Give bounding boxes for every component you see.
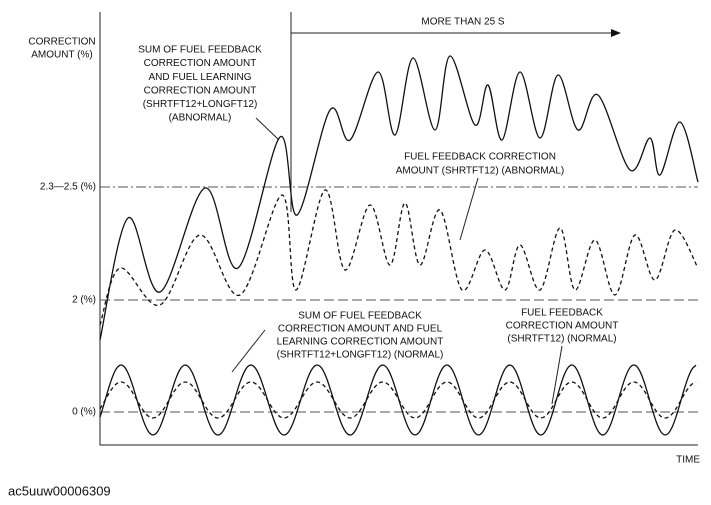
callout-text: (SHRTFT12) (NORMAL) (507, 334, 616, 345)
leader-line (255, 117, 280, 141)
callouts: SUM OF FUEL FEEDBACK CORRECTION AMOUNT AND… (138, 45, 618, 361)
callout-text: CORRECTION AMOUNT (506, 321, 619, 332)
callout-text: (ABNORMAL) (169, 113, 232, 124)
normal-feedback-curve (99, 381, 697, 419)
level-label: 2 (%) (72, 295, 96, 306)
callout-text: SUM OF FUEL FEEDBACK (138, 45, 262, 56)
level-label: 2.3—2.5 (%) (40, 182, 96, 193)
callout-text: AMOUNT (SHRTFT12) (ABNORMAL) (396, 166, 565, 177)
callout-text: SUM OF FUEL FEEDBACK (298, 311, 422, 322)
y-axis-label: CORRECTION (28, 37, 95, 48)
x-axis-label: TIME (676, 455, 700, 466)
y-axis-label: AMOUNT (%) (31, 50, 92, 61)
figure-id: ac5uuw00006309 (8, 483, 111, 498)
axes (99, 12, 698, 446)
leader-line (459, 177, 479, 241)
callout-text: (SHRTFT12+LONGFT12) (NORMAL) (277, 350, 444, 361)
leader-line (231, 329, 266, 373)
abnormal-sum-curve (99, 55, 699, 341)
callout-text: LEARNING CORRECTION AMOUNT (277, 337, 444, 348)
callout-text: CORRECTION AMOUNT (144, 85, 257, 96)
level-label: 0 (%) (72, 407, 96, 418)
normal-sum-curve (99, 364, 697, 436)
callout-text: FUEL FEEDBACK (521, 308, 603, 319)
callout-text: (SHRTFT12+LONGFT12) (143, 99, 258, 110)
curves (99, 55, 699, 436)
callout-text: CORRECTION AMOUNT AND FUEL (278, 324, 443, 335)
callout-text: FUEL FEEDBACK CORRECTION (404, 152, 556, 163)
duration-label: MORE THAN 25 S (421, 17, 504, 28)
callout-text: AND FUEL LEARNING (149, 72, 252, 83)
leader-line (551, 345, 563, 405)
callout-text: CORRECTION AMOUNT (144, 58, 257, 69)
abnormal-feedback-curve (99, 189, 699, 326)
